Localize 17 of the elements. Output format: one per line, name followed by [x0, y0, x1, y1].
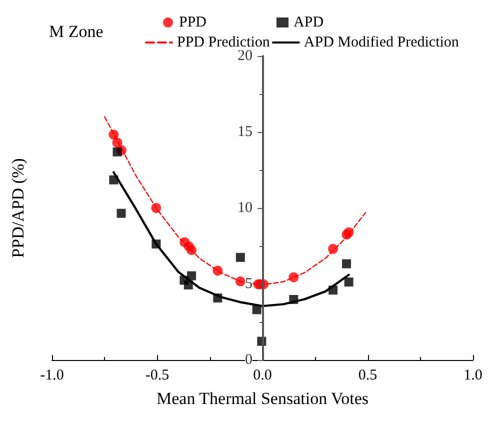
x-tick-label: 0.5	[358, 368, 378, 384]
x-tick-label: -1.0	[40, 368, 64, 384]
y-tick-label: 5	[245, 276, 252, 292]
x-axis-title: Mean Thermal Sensation Votes	[156, 389, 369, 408]
legend-label: PPD Prediction	[177, 34, 270, 50]
y-tick-label: 15	[238, 124, 252, 140]
chart-title: M Zone	[49, 22, 104, 41]
legend-label: APD Modified Prediction	[304, 34, 460, 50]
legend-label: APD	[294, 14, 324, 30]
x-tick-label: 0.0	[253, 368, 272, 384]
y-tick-label: 10	[238, 200, 252, 216]
x-tick-label: 1.0	[464, 368, 482, 384]
legend-label: PPD	[179, 14, 207, 30]
y-tick-label: 0	[245, 352, 252, 368]
y-axis-title: PPD/APD (%)	[8, 158, 28, 258]
x-tick-label: -0.5	[145, 368, 170, 384]
y-tick-label: 20	[238, 48, 252, 64]
